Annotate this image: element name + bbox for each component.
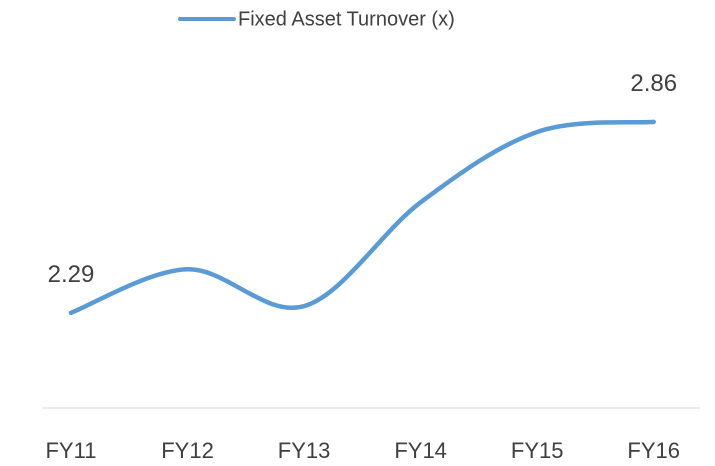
line [68, 119, 656, 316]
x-tick-label: FY16 [627, 438, 680, 463]
x-tick-label: FY15 [511, 438, 564, 463]
data-label: 2.86 [630, 70, 677, 97]
x-tick-label: FY12 [161, 438, 214, 463]
legend-label: Fixed Asset Turnover (x) [238, 8, 455, 30]
x-tick-label: FY13 [278, 438, 331, 463]
x-tick-label: FY11 [45, 438, 96, 463]
legend: Fixed Asset Turnover (x) [178, 8, 455, 30]
x-tick-label: FY14 [394, 438, 447, 463]
data-label: 2.29 [48, 261, 95, 288]
